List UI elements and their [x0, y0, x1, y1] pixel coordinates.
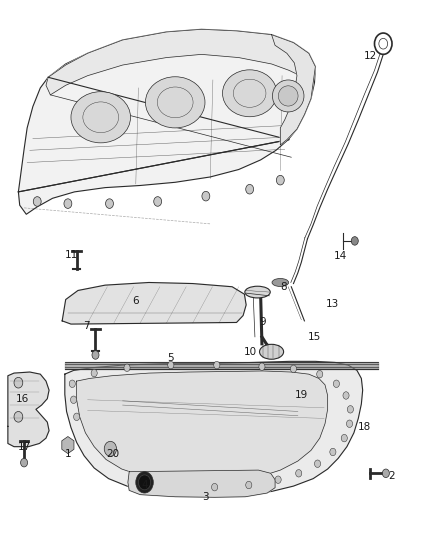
Circle shape: [21, 458, 28, 467]
Circle shape: [259, 363, 265, 370]
Circle shape: [296, 470, 302, 477]
Polygon shape: [65, 361, 363, 496]
Polygon shape: [46, 29, 315, 95]
Text: 19: 19: [295, 391, 308, 400]
Ellipse shape: [223, 70, 277, 117]
Circle shape: [64, 199, 72, 208]
Polygon shape: [62, 282, 246, 324]
Polygon shape: [77, 371, 328, 481]
Circle shape: [214, 361, 220, 369]
Ellipse shape: [272, 80, 304, 112]
Text: 2: 2: [389, 471, 396, 481]
Circle shape: [92, 351, 99, 359]
Circle shape: [351, 237, 358, 245]
Circle shape: [275, 476, 281, 483]
Circle shape: [341, 434, 347, 442]
Circle shape: [124, 364, 130, 372]
Circle shape: [14, 411, 23, 422]
Circle shape: [246, 481, 252, 489]
Circle shape: [104, 441, 117, 456]
Circle shape: [202, 191, 210, 201]
Circle shape: [106, 199, 113, 208]
Circle shape: [246, 184, 254, 194]
Circle shape: [33, 197, 41, 206]
Circle shape: [276, 175, 284, 185]
Polygon shape: [18, 29, 315, 214]
Polygon shape: [272, 35, 315, 145]
Circle shape: [138, 475, 151, 490]
Ellipse shape: [279, 86, 298, 106]
Text: 7: 7: [83, 321, 90, 331]
Text: 20: 20: [106, 449, 120, 459]
Circle shape: [347, 406, 353, 413]
Circle shape: [154, 197, 162, 206]
Text: 12: 12: [364, 51, 377, 61]
Circle shape: [91, 369, 97, 377]
Circle shape: [343, 392, 349, 399]
Ellipse shape: [245, 286, 270, 298]
Text: 16: 16: [16, 394, 29, 403]
Circle shape: [330, 448, 336, 456]
Circle shape: [69, 380, 75, 387]
Ellipse shape: [71, 92, 131, 143]
Circle shape: [333, 380, 339, 387]
Circle shape: [317, 370, 323, 378]
Text: 13: 13: [325, 299, 339, 309]
Circle shape: [168, 361, 174, 369]
Text: 9: 9: [259, 318, 266, 327]
Circle shape: [14, 377, 23, 388]
Text: 15: 15: [308, 332, 321, 342]
Text: 6: 6: [132, 296, 139, 306]
Ellipse shape: [145, 77, 205, 128]
Text: 4: 4: [141, 480, 148, 490]
Circle shape: [290, 365, 297, 373]
Text: 11: 11: [64, 250, 78, 260]
Ellipse shape: [272, 278, 289, 287]
Circle shape: [382, 469, 389, 478]
Circle shape: [212, 483, 218, 491]
Text: 1: 1: [64, 449, 71, 459]
Text: 3: 3: [201, 492, 208, 502]
Circle shape: [74, 413, 80, 421]
Text: 5: 5: [167, 353, 174, 363]
Polygon shape: [128, 470, 275, 497]
Ellipse shape: [259, 344, 284, 359]
Polygon shape: [8, 372, 49, 447]
Text: 10: 10: [244, 347, 257, 357]
Text: 8: 8: [280, 282, 287, 292]
Circle shape: [314, 460, 321, 467]
Text: 17: 17: [18, 442, 31, 451]
Circle shape: [346, 420, 353, 427]
Circle shape: [71, 396, 77, 403]
Text: 14: 14: [334, 251, 347, 261]
Text: 18: 18: [358, 423, 371, 432]
Circle shape: [136, 472, 153, 493]
